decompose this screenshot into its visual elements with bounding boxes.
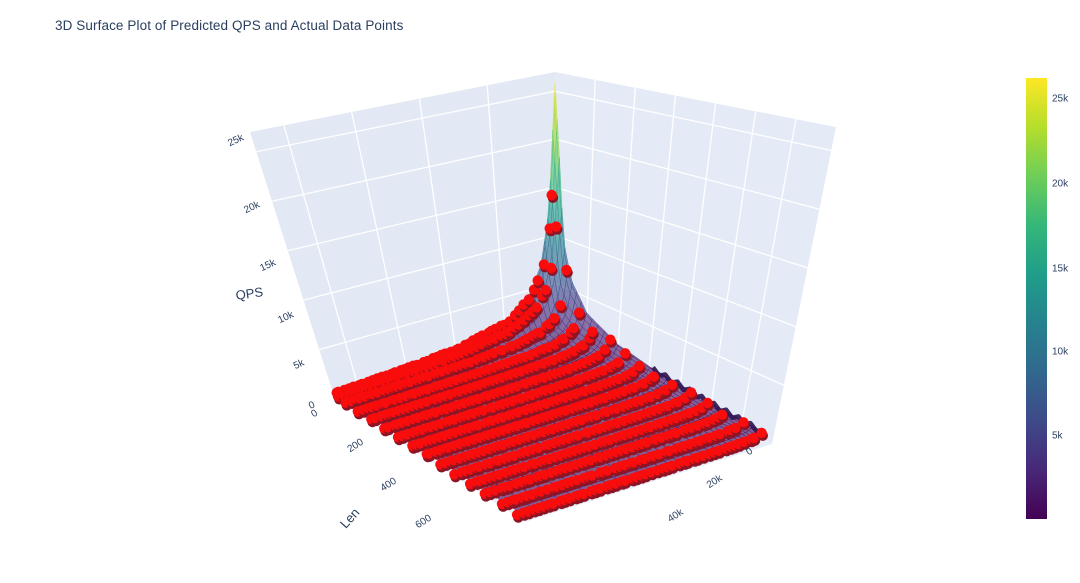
z-axis-tick: 5k	[292, 357, 307, 372]
y-axis-tick: 20k	[705, 472, 725, 491]
x-axis-tick: 200	[346, 437, 366, 456]
z-axis-tick: 0	[307, 399, 317, 412]
z-axis-title: QPS	[235, 284, 265, 303]
colorbar: 5k 10k 15k 20k 25k	[1026, 78, 1069, 519]
scatter-points[interactable]	[331, 189, 769, 523]
y-axis-tick: 40k	[666, 506, 686, 525]
x-axis-tick: 0	[309, 408, 320, 420]
z-axis-tick: 25k	[226, 132, 246, 149]
x-axis-title: Len	[337, 505, 363, 531]
colorbar-tick: 5k	[1052, 431, 1064, 442]
x-axis-tick: 400	[379, 476, 399, 495]
x-axis-tick: 600	[414, 513, 434, 532]
y-axis-tick: 0	[744, 446, 755, 458]
chart-title: 3D Surface Plot of Predicted QPS and Act…	[55, 18, 404, 33]
colorbar-tick: 25k	[1052, 94, 1069, 105]
colorbar-tick: 10k	[1052, 347, 1069, 358]
colorbar-tick: 15k	[1052, 264, 1069, 275]
z-axis-tick: 10k	[276, 309, 296, 326]
z-axis-tick: 15k	[258, 257, 278, 274]
z-axis-tick: 20k	[242, 199, 262, 216]
colorbar-tick: 20k	[1052, 179, 1069, 190]
colorbar-gradient	[1026, 78, 1047, 519]
